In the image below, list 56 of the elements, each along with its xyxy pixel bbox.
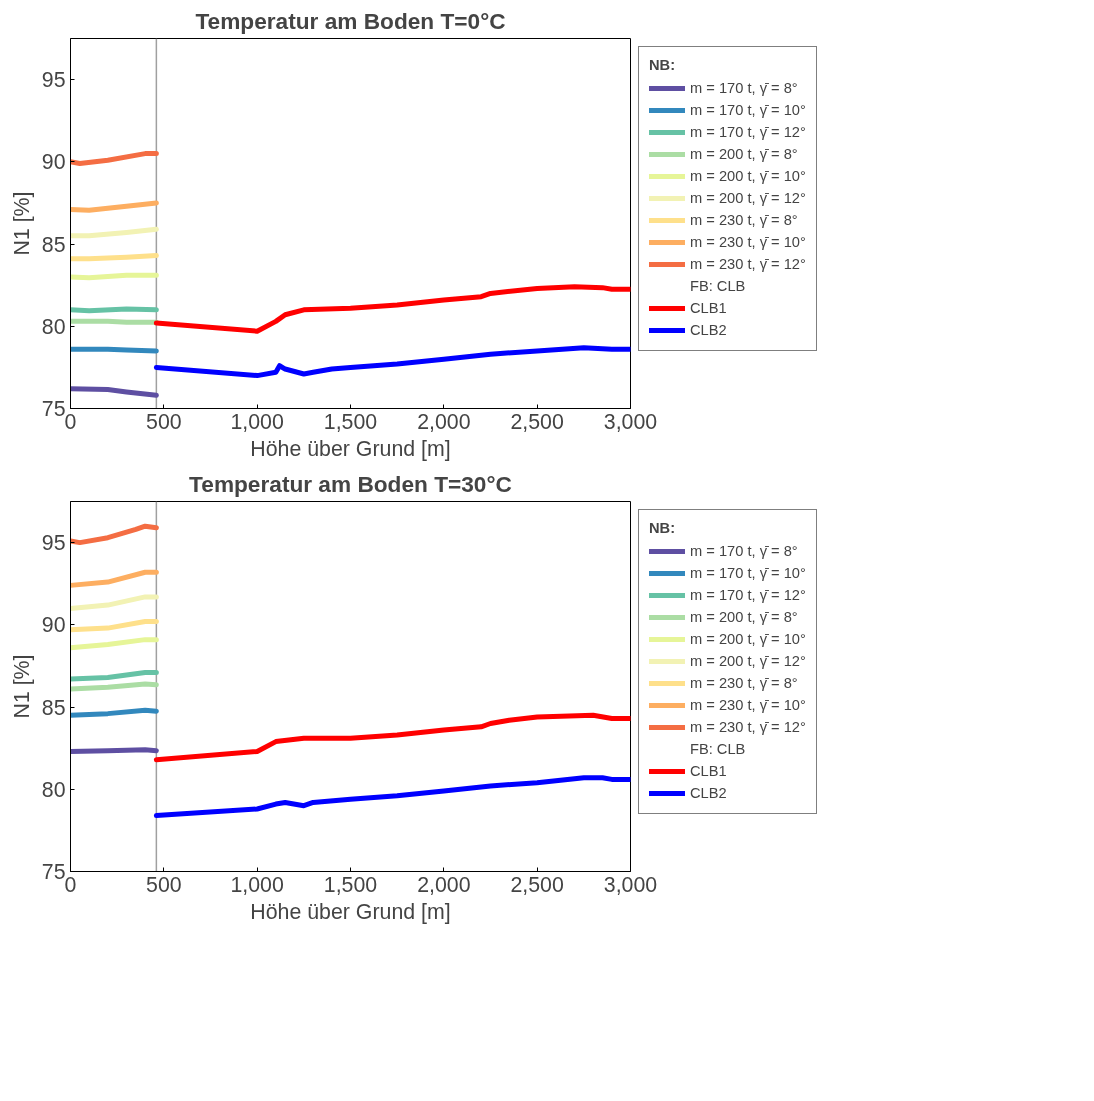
x-tick-label: 1,000 [230,409,284,434]
chart-title: Temperatur am Boden T=30°C [189,470,512,497]
legend-label: m = 200 t, γ̄ = 10° [690,631,806,647]
legend-title: NB: [649,520,677,536]
legend-label: m = 230 t, γ̄ = 10° [690,697,806,713]
legend-label: m = 170 t, γ̄ = 10° [690,102,806,118]
legend-label: m = 230 t, γ̄ = 8° [690,212,798,228]
legend-label: m = 200 t, γ̄ = 8° [690,609,798,625]
legend-label: m = 200 t, γ̄ = 8° [690,146,798,162]
legend-label: m = 200 t, γ̄ = 12° [690,653,806,669]
y-axis-title: N1 [%] [9,191,34,256]
legend-label: m = 170 t, γ̄ = 10° [690,565,806,581]
y-tick-label: 85 [41,695,66,720]
legend-label: m = 230 t, γ̄ = 12° [690,256,806,272]
x-axis-title: Höhe über Grund [m] [250,436,451,461]
legend-label: m = 230 t, γ̄ = 10° [690,234,806,250]
text: FB: CLB [690,278,746,294]
text: FB: CLB [690,741,746,757]
legend-label: CLB1 [690,300,727,316]
legend-label: m = 170 t, γ̄ = 8° [690,80,798,96]
y-tick-label: 75 [41,397,66,421]
legend-title: NB: [649,57,677,73]
x-tick-label: 0 [64,409,77,434]
x-tick-label: 3,000 [603,872,658,897]
legend-label: m = 230 t, γ̄ = 8° [690,675,798,691]
legend-label: m = 200 t, γ̄ = 10° [690,168,806,184]
x-tick-label: 1,000 [230,872,284,897]
x-tick-label: 500 [146,872,182,897]
x-tick-label: 500 [146,409,182,434]
y-tick-label: 95 [41,68,66,93]
y-tick-label: 85 [41,232,66,257]
x-tick-label: 0 [64,872,77,897]
legend-label: CLB2 [690,785,727,801]
y-tick-label: 75 [41,860,66,884]
x-tick-label: 2,000 [417,872,471,897]
x-tick-label: 3,000 [603,409,658,434]
legend-label: m = 170 t, γ̄ = 12° [690,124,806,140]
x-tick-label: 2,000 [417,409,471,434]
legend-label: m = 200 t, γ̄ = 12° [690,190,806,206]
legend-label: m = 230 t, γ̄ = 12° [690,719,806,735]
y-tick-label: 90 [41,150,66,175]
legend-label: m = 170 t, γ̄ = 8° [690,543,798,559]
x-tick-label: 2,500 [510,872,564,897]
x-tick-label: 1,500 [323,872,378,897]
y-axis-title: N1 [%] [9,654,34,719]
legend-label: CLB1 [690,763,727,779]
y-tick-label: 80 [41,314,66,339]
y-tick-label: 95 [41,531,66,556]
x-tick-label: 1,500 [323,409,378,434]
y-tick-label: 90 [41,613,66,638]
legend-label: m = 170 t, γ̄ = 12° [690,587,806,603]
x-axis-title: Höhe über Grund [m] [250,899,451,924]
chart-title: Temperatur am Boden T=0°C [195,7,506,34]
x-tick-label: 2,500 [510,409,564,434]
y-tick-label: 80 [41,777,66,802]
legend-label: CLB2 [690,322,727,338]
